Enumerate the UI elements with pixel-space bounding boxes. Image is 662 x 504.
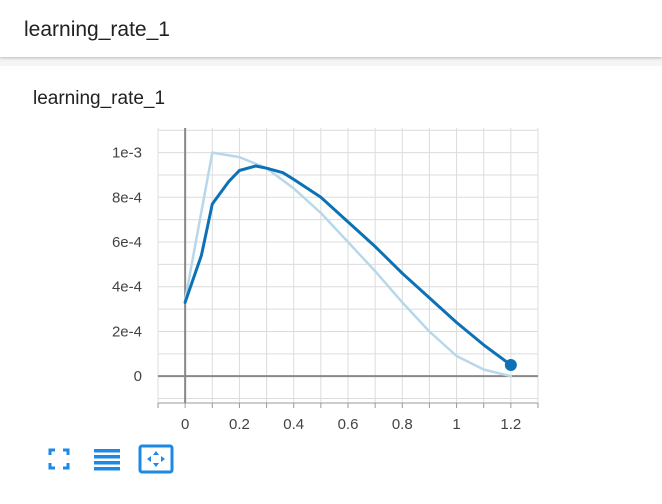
x-tick-label: 0.8 (392, 416, 413, 433)
list-icon (94, 449, 120, 471)
y-tick-label: 6e-4 (112, 234, 142, 251)
fit-domain-button[interactable] (138, 444, 174, 474)
y-tick-label: 4e-4 (112, 279, 142, 296)
x-tick-label: 1.2 (500, 416, 521, 433)
chart-title: learning_rate_1 (33, 88, 166, 109)
x-tick-label: 0.4 (283, 416, 304, 433)
fit-domain-icon (138, 444, 174, 474)
last-point-marker (504, 358, 517, 371)
raw-series-line (183, 151, 513, 378)
smoothed-series-line (183, 164, 513, 367)
x-tick-label: 0 (181, 416, 189, 433)
header-title: learning_rate_1 (24, 18, 170, 41)
x-tick-label: 1 (452, 416, 460, 433)
x-tick-label: 0.2 (229, 416, 250, 433)
x-tick-label: 0.6 (338, 416, 359, 433)
y-tick-label: 8e-4 (112, 189, 142, 206)
y-tick-label: 0 (134, 368, 142, 385)
fullscreen-button[interactable] (46, 446, 72, 472)
card-header: learning_rate_1 (0, 0, 662, 57)
fullscreen-icon (48, 448, 70, 470)
toggle-log-scale-button[interactable] (94, 446, 120, 472)
y-tick-label: 2e-4 (112, 323, 142, 340)
y-tick-label: 1e-3 (112, 145, 142, 162)
chart-card: learning_rate_1 (0, 66, 662, 504)
